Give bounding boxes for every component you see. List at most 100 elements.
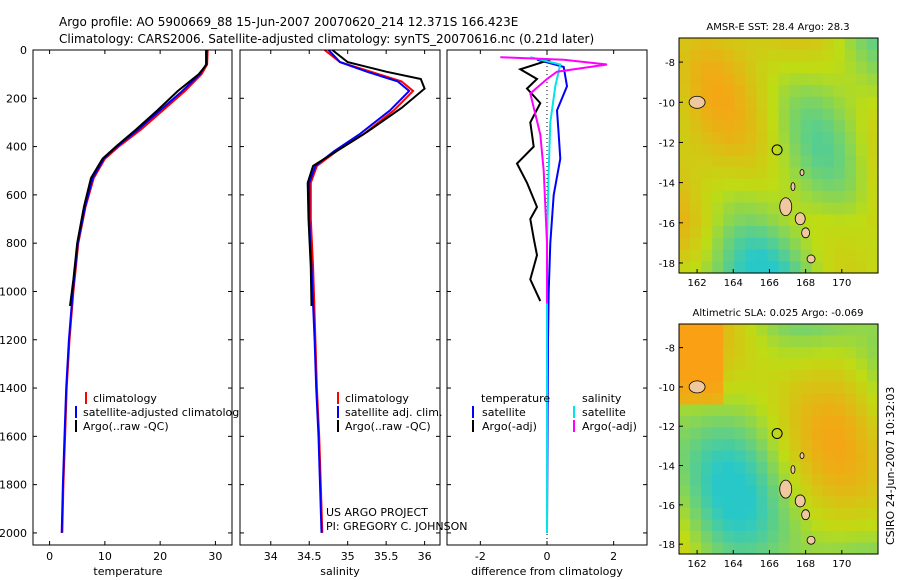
legend-title-temperature: temperature (481, 392, 550, 405)
map-cell (833, 508, 846, 521)
map-cell (712, 358, 724, 371)
difference-panel: -2 0 2 difference from climatology tempera… (446, 49, 648, 578)
map-cell (811, 496, 824, 509)
map-cell (844, 132, 857, 145)
map-cell (712, 85, 724, 98)
map-cell (734, 85, 746, 98)
map-cell (800, 393, 813, 406)
map-cell (734, 508, 746, 521)
salinity-legend: climatology satellite adj. clim. Argo(..… (337, 392, 442, 433)
map-cell (679, 404, 691, 417)
map-cell (712, 190, 724, 204)
map-cell (822, 347, 835, 360)
map-cell (756, 404, 769, 417)
map-cell (822, 381, 835, 394)
map-cell (833, 519, 846, 532)
map-cell (679, 190, 691, 204)
map-cell (734, 237, 746, 251)
salinity-xlabel: salinity (320, 565, 360, 578)
map-cell (800, 519, 813, 532)
map-cell (701, 393, 713, 406)
map-cell (822, 108, 835, 121)
map-cell (712, 143, 724, 157)
map-cell (855, 335, 868, 348)
map-cell (789, 462, 802, 475)
map-cell (844, 439, 857, 452)
map-cell (745, 324, 757, 337)
map-cell (756, 508, 769, 521)
map-cell (723, 132, 735, 145)
map-cell (767, 261, 780, 274)
map-cell (778, 473, 791, 486)
map-cell (690, 214, 702, 227)
map-cell (866, 214, 879, 227)
map-cell (778, 190, 791, 204)
map-cell (833, 404, 846, 417)
map-cell (778, 237, 791, 251)
map-cell (767, 462, 780, 475)
map-cell (778, 404, 791, 417)
map-cell (822, 462, 835, 475)
map-cell (734, 473, 746, 486)
project-label: US ARGO PROJECT (326, 506, 428, 519)
map-cell (734, 450, 746, 463)
map-cell (734, 179, 746, 192)
map-cell (712, 450, 724, 463)
map-cell (778, 381, 791, 394)
map-cell (712, 226, 724, 239)
y-tick-label: 400 (6, 141, 27, 154)
x-tick-label: 170 (832, 559, 851, 570)
island-outline (806, 535, 816, 545)
map-cell (855, 226, 868, 239)
map-cell (734, 324, 746, 337)
map-cell (844, 347, 857, 360)
x-tick-label: 36 (418, 550, 432, 563)
map-cell (789, 190, 802, 204)
map-cell (734, 485, 746, 498)
map-cell (756, 143, 769, 157)
map-cell (723, 73, 735, 86)
map-cell (811, 143, 824, 157)
map-cell (679, 473, 691, 486)
map-cell (679, 347, 691, 360)
map-cell (734, 427, 746, 440)
map-cell (756, 226, 769, 239)
map-cell (756, 496, 769, 509)
map-cell (866, 542, 879, 555)
map-cell (734, 155, 746, 168)
legend-label-temp-argo: Argo(-adj) (482, 420, 537, 433)
map-cell (723, 496, 735, 509)
map-cell (778, 73, 791, 86)
salinity-plot-area (306, 49, 426, 533)
map-cell (855, 404, 868, 417)
map-cell (833, 167, 846, 180)
map-cell (822, 120, 835, 133)
temperature-legend: climatology satellite-adjusted climatolo… (75, 392, 239, 433)
map-cell (734, 167, 746, 180)
map-cell (723, 370, 735, 383)
map-cell (833, 261, 846, 274)
map-cell (745, 473, 757, 486)
map-cell (767, 202, 780, 215)
map-cell (866, 358, 879, 371)
map-cell (679, 485, 691, 498)
map-cell (855, 120, 868, 133)
map-cell (745, 214, 757, 227)
map-cell (723, 96, 735, 110)
map-cell (701, 531, 713, 544)
series-line (536, 58, 569, 533)
map-cell (767, 542, 780, 555)
map-cell (690, 226, 702, 239)
map-cell (756, 49, 769, 63)
map-cell (745, 73, 757, 86)
map-cell (789, 393, 802, 406)
map-cell (866, 496, 879, 509)
map-cell (734, 214, 746, 227)
map-cell (745, 370, 757, 383)
map-cell (822, 370, 835, 383)
map-cell (844, 335, 857, 348)
map-cell (866, 508, 879, 521)
map-cell (800, 214, 813, 227)
map-cell (833, 450, 846, 463)
map-cell (701, 370, 713, 383)
